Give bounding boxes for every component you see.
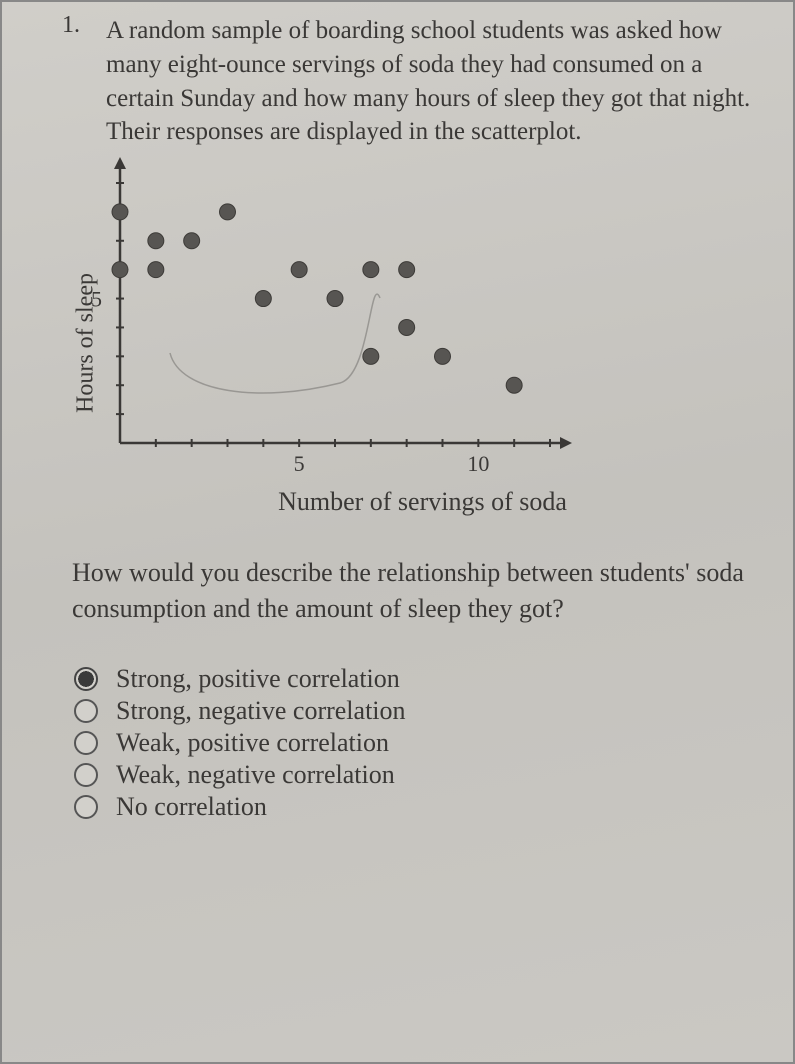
option-2[interactable]: Weak, positive correlation [74, 728, 773, 758]
follow-up-question: How would you describe the relationship … [72, 555, 753, 628]
question-stem: A random sample of boarding school stude… [106, 14, 763, 149]
option-label: Weak, positive correlation [116, 728, 389, 758]
question-number: 1. [62, 12, 80, 39]
radio-icon[interactable] [74, 795, 98, 819]
radio-icon[interactable] [74, 763, 98, 787]
worksheet-page: 1. A random sample of boarding school st… [0, 0, 795, 1064]
svg-text:10: 10 [467, 451, 489, 476]
scatterplot-svg: 5105 [30, 153, 590, 493]
option-3[interactable]: Weak, negative correlation [74, 760, 773, 790]
option-label: No correlation [116, 792, 267, 822]
option-label: Strong, negative correlation [116, 696, 406, 726]
y-axis-label: Hours of sleep [72, 273, 99, 413]
option-label: Strong, positive correlation [116, 664, 400, 694]
scatterplot: Hours of sleep 5105 [30, 153, 590, 493]
option-4[interactable]: No correlation [74, 792, 773, 822]
svg-text:5: 5 [294, 451, 305, 476]
radio-icon[interactable] [74, 699, 98, 723]
option-0[interactable]: Strong, positive correlation [74, 664, 773, 694]
answer-options: Strong, positive correlationStrong, nega… [74, 664, 773, 822]
radio-icon[interactable] [74, 731, 98, 755]
option-label: Weak, negative correlation [116, 760, 395, 790]
option-1[interactable]: Strong, negative correlation [74, 696, 773, 726]
radio-icon[interactable] [74, 667, 98, 691]
